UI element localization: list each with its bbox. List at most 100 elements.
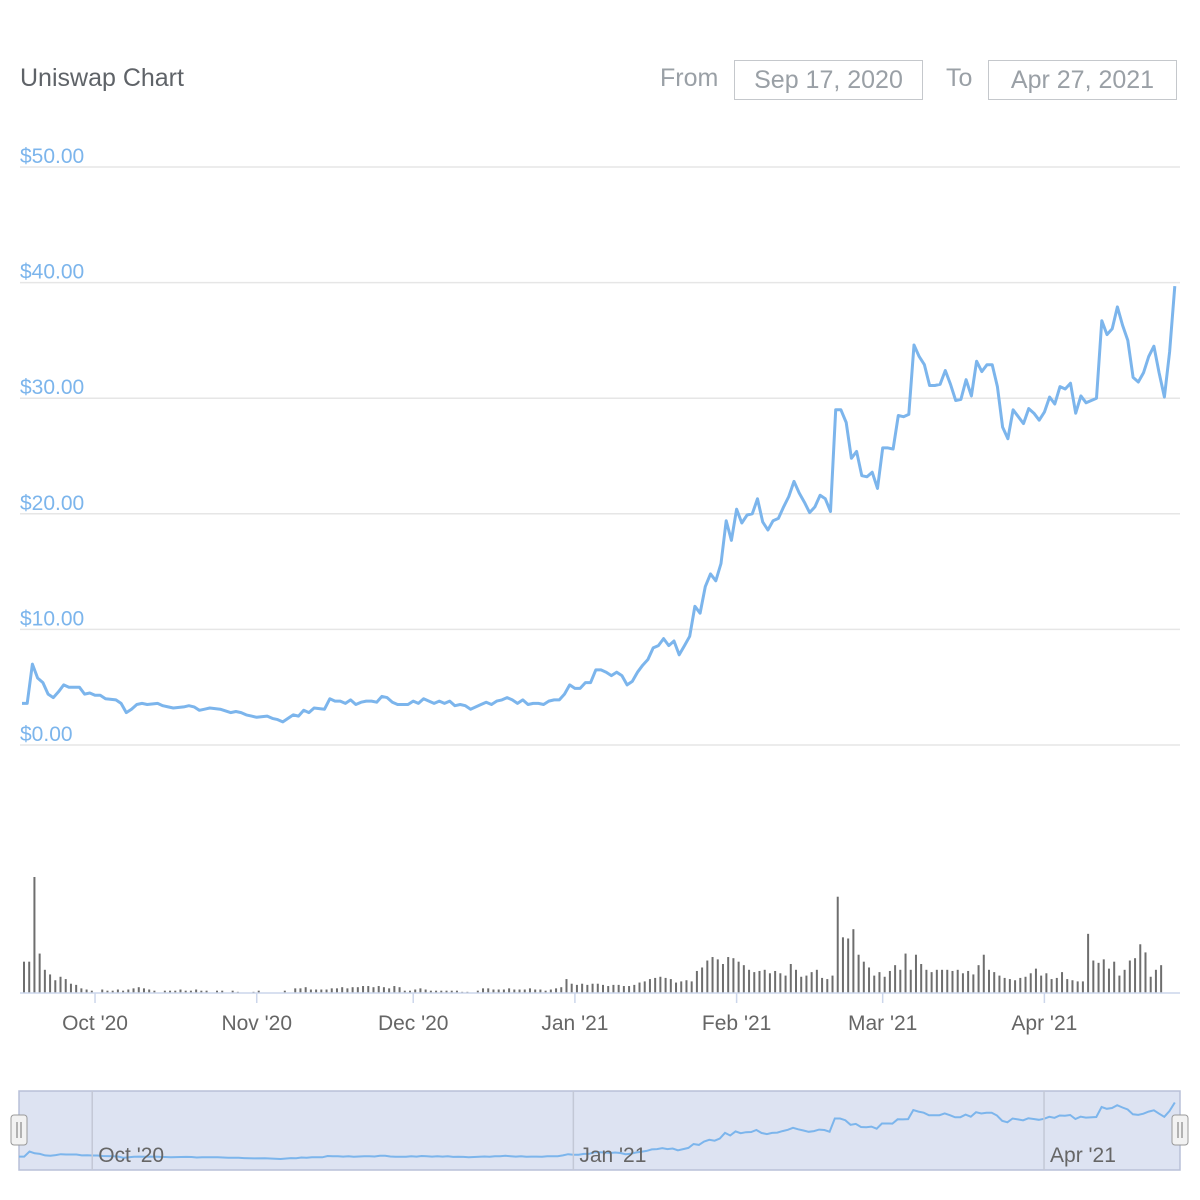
volume-bar: [810, 972, 813, 993]
volume-bar: [690, 981, 693, 993]
volume-bar: [581, 983, 584, 993]
volume-bar: [424, 989, 427, 993]
volume-bar: [487, 988, 490, 993]
volume-bar: [727, 957, 730, 993]
volume-bar: [1061, 972, 1064, 993]
volume-bar: [23, 961, 25, 993]
volume-bar: [925, 969, 928, 993]
volume-bar: [831, 975, 834, 993]
volume-bar: [455, 990, 458, 993]
volume-bar: [1154, 969, 1157, 993]
volume-bar: [664, 977, 667, 993]
volume-bar: [309, 989, 312, 993]
volume-bar: [377, 986, 380, 993]
volume-bar: [779, 973, 782, 993]
volume-bar: [612, 984, 615, 993]
volume-bar: [565, 979, 568, 993]
volume-bar: [195, 989, 198, 993]
volume-bar: [732, 958, 735, 993]
x-tick-label: Nov '20: [221, 1012, 292, 1035]
navigator-left-handle[interactable]: [10, 1114, 28, 1146]
volume-bar: [38, 953, 41, 993]
y-tick-label: $20.00: [20, 492, 84, 515]
volume-bar: [482, 988, 485, 993]
volume-bar: [1134, 958, 1137, 993]
volume-bar: [153, 990, 156, 993]
y-tick-label: $30.00: [20, 376, 84, 399]
volume-bar: [85, 989, 88, 993]
volume-bar: [1118, 975, 1121, 993]
volume-bar: [205, 990, 208, 993]
volume-bar: [669, 979, 672, 993]
y-tick-label: $0.00: [20, 723, 73, 746]
from-label: From: [660, 64, 719, 92]
handle-body[interactable]: [1171, 1114, 1189, 1146]
volume-bar: [137, 987, 140, 993]
volume-bar: [878, 972, 881, 993]
volume-bar: [852, 929, 855, 993]
volume-bar: [560, 987, 563, 993]
navigator[interactable]: Oct '20 Jan '21 Apr '21: [10, 1090, 1189, 1171]
volume-bar: [200, 990, 203, 993]
volume-bar: [607, 986, 610, 993]
volume-bar: [815, 969, 818, 993]
navigator-right-handle[interactable]: [1171, 1114, 1189, 1146]
volume-bar: [64, 979, 67, 993]
x-tick-label: Jan '21: [541, 1012, 608, 1035]
navigator-label: Jan '21: [579, 1144, 646, 1167]
volume-bar: [695, 970, 698, 993]
y-tick-label: $50.00: [20, 145, 84, 168]
volume-bar: [701, 967, 704, 993]
volume-bar: [821, 977, 824, 993]
volume-bar: [904, 953, 907, 993]
volume-bar: [1160, 965, 1163, 993]
volume-bar: [596, 983, 599, 993]
volume-bar: [753, 972, 756, 993]
volume-bar: [403, 990, 406, 993]
y-tick-label: $40.00: [20, 261, 84, 284]
volume-bar: [909, 969, 912, 993]
volume-bar: [294, 988, 297, 993]
volume-bar: [591, 983, 594, 993]
volume-bar: [518, 989, 521, 993]
volume-bar: [75, 984, 78, 993]
volume-bar: [768, 973, 771, 993]
to-date-input[interactable]: Apr 27, 2021: [988, 60, 1177, 100]
volume-bar: [356, 987, 359, 993]
volume-bar: [711, 957, 714, 993]
volume-bar: [435, 990, 438, 993]
volume-bar: [184, 990, 187, 993]
volume-bar: [795, 969, 797, 993]
volume-bar: [419, 988, 422, 993]
volume-bar: [1003, 977, 1006, 993]
volume-bar: [351, 987, 354, 993]
x-axis: Oct '20 Nov '20 Dec '20 Jan '21 Feb '21 Mar '…: [20, 992, 1180, 1035]
from-date-input[interactable]: Sep 17, 2020: [734, 60, 923, 100]
volume-bar: [528, 988, 531, 993]
price-line[interactable]: [22, 285, 1177, 724]
volume-bar: [1144, 952, 1147, 993]
volume-bar: [393, 986, 396, 993]
volume-bar: [409, 990, 411, 993]
volume-bar: [335, 988, 338, 993]
price-series: [22, 285, 1177, 724]
volume-bar: [841, 937, 844, 993]
volume-bar: [570, 983, 573, 993]
volume-bar: [1050, 979, 1053, 993]
volume-bar: [33, 877, 36, 993]
volume-bar: [1014, 980, 1017, 993]
volume-bar: [1149, 976, 1152, 993]
volume-bar: [148, 989, 151, 993]
handle-body[interactable]: [10, 1114, 28, 1146]
volume-bar: [888, 970, 891, 993]
volume-bar: [508, 988, 511, 993]
volume-bar: [1123, 969, 1126, 993]
volume-bar: [789, 964, 792, 993]
volume-bar: [54, 980, 57, 993]
volume-bar: [445, 990, 448, 993]
volume-bar: [643, 981, 646, 993]
volume-bar: [993, 972, 996, 993]
volume-bar: [169, 990, 172, 993]
volume-bar: [502, 989, 505, 993]
